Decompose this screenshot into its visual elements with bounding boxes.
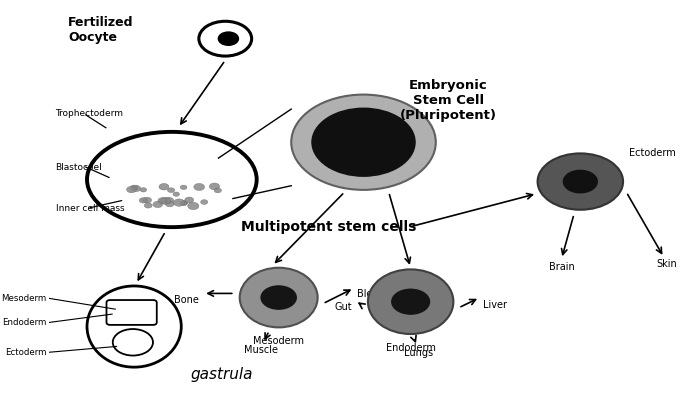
Circle shape bbox=[181, 201, 188, 205]
Text: Endoderm: Endoderm bbox=[2, 318, 46, 327]
Text: Mesoderm: Mesoderm bbox=[1, 294, 46, 303]
Circle shape bbox=[312, 108, 415, 176]
Circle shape bbox=[132, 186, 140, 191]
Text: Inner cell mass: Inner cell mass bbox=[55, 204, 124, 213]
Circle shape bbox=[173, 199, 185, 206]
Circle shape bbox=[158, 198, 167, 203]
Text: Bone: Bone bbox=[174, 295, 199, 305]
Text: Fertilized
Oocyte: Fertilized Oocyte bbox=[68, 16, 134, 44]
Ellipse shape bbox=[368, 269, 453, 334]
Circle shape bbox=[219, 32, 238, 45]
Text: Mesoderm: Mesoderm bbox=[253, 337, 304, 347]
Circle shape bbox=[185, 197, 194, 203]
Text: Muscle: Muscle bbox=[244, 345, 278, 355]
Text: Gut: Gut bbox=[334, 302, 352, 312]
Ellipse shape bbox=[87, 286, 182, 367]
Circle shape bbox=[291, 95, 436, 190]
Circle shape bbox=[180, 185, 187, 190]
Circle shape bbox=[165, 201, 174, 207]
Text: Blastocoel: Blastocoel bbox=[55, 163, 102, 171]
Circle shape bbox=[201, 200, 208, 204]
Ellipse shape bbox=[87, 132, 257, 227]
Text: Brain: Brain bbox=[549, 261, 574, 271]
Circle shape bbox=[113, 329, 153, 356]
Circle shape bbox=[159, 183, 169, 190]
Text: Ectoderm: Ectoderm bbox=[5, 348, 46, 357]
Text: Skin: Skin bbox=[656, 259, 677, 269]
Text: gastrula: gastrula bbox=[190, 367, 253, 382]
Circle shape bbox=[164, 197, 174, 203]
Circle shape bbox=[153, 201, 162, 208]
Text: Trophectoderm: Trophectoderm bbox=[55, 109, 123, 118]
Circle shape bbox=[160, 197, 171, 204]
Circle shape bbox=[563, 171, 597, 193]
Circle shape bbox=[188, 202, 199, 210]
Circle shape bbox=[130, 185, 138, 190]
Circle shape bbox=[142, 197, 151, 203]
Circle shape bbox=[199, 21, 251, 56]
Circle shape bbox=[538, 153, 623, 210]
Ellipse shape bbox=[240, 268, 318, 327]
Circle shape bbox=[127, 186, 136, 193]
Text: Liver: Liver bbox=[483, 300, 507, 310]
Text: Lungs: Lungs bbox=[404, 348, 434, 358]
Circle shape bbox=[139, 198, 147, 203]
Circle shape bbox=[261, 286, 297, 309]
FancyBboxPatch shape bbox=[106, 300, 157, 325]
Text: Multipotent stem cells: Multipotent stem cells bbox=[241, 220, 416, 234]
Circle shape bbox=[180, 201, 187, 206]
Circle shape bbox=[173, 192, 179, 196]
Circle shape bbox=[140, 188, 147, 192]
Circle shape bbox=[167, 188, 175, 193]
Text: Blood: Blood bbox=[358, 289, 384, 299]
Circle shape bbox=[214, 188, 221, 193]
Circle shape bbox=[145, 203, 152, 208]
Circle shape bbox=[210, 183, 220, 190]
Circle shape bbox=[194, 183, 205, 191]
Text: Ectoderm: Ectoderm bbox=[630, 148, 676, 158]
Text: Embryonic
Stem Cell
(Pluripotent): Embryonic Stem Cell (Pluripotent) bbox=[400, 79, 497, 122]
Text: Endoderm: Endoderm bbox=[386, 343, 436, 353]
Circle shape bbox=[392, 289, 429, 314]
